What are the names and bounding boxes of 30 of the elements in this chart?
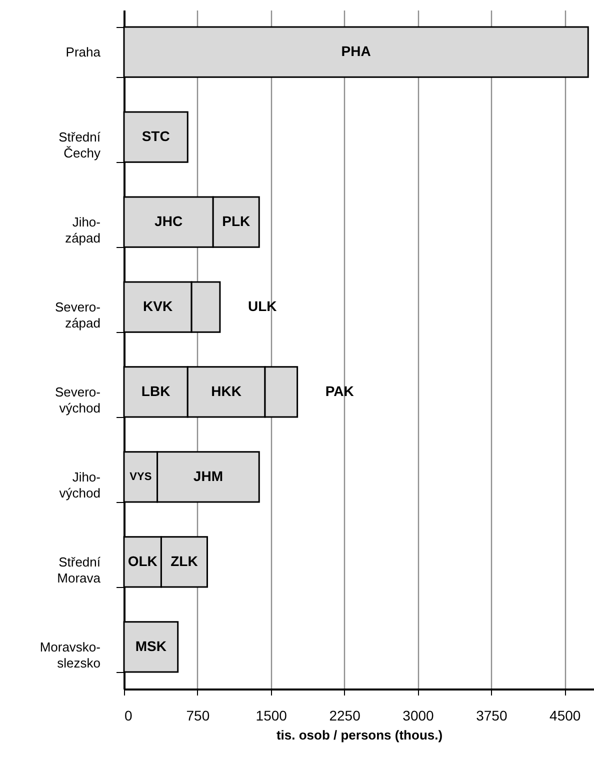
x-tick-label: 0: [124, 708, 132, 724]
series-label: ZLK: [170, 552, 198, 569]
series-label: KVK: [143, 298, 173, 314]
x-tick-label: 3750: [476, 708, 508, 724]
series-label: PLK: [222, 213, 250, 230]
series-label: VYS: [130, 470, 152, 483]
series-label: LBK: [141, 382, 170, 399]
y-tick-label: Střední Čechy: [58, 130, 101, 161]
series-label: PHA: [341, 43, 371, 60]
x-axis-title: tis. osob / persons (thous.): [276, 728, 443, 742]
series-label: JHM: [193, 468, 223, 484]
x-tick-label: 1500: [256, 708, 288, 724]
series-label: PAK: [325, 382, 354, 399]
y-tick-label: Střední Morava: [57, 554, 102, 586]
y-tick-label: Praha: [66, 44, 102, 60]
x-tick-label: 2250: [329, 708, 361, 724]
series-label: MSK: [135, 638, 166, 654]
x-tick-label: 4500: [550, 708, 581, 724]
y-tick-label: Severo-západ: [54, 300, 100, 331]
y-tick-label: Moravsko-slezsko: [40, 639, 100, 670]
x-tick-label: 750: [186, 708, 210, 724]
series-label: STC: [142, 128, 170, 144]
series-label: HKK: [211, 382, 242, 399]
y-tick-label: Severo-východ: [54, 384, 100, 416]
x-tick-label: 3000: [402, 708, 434, 724]
series-label: OLK: [128, 552, 158, 569]
series-label: JHC: [154, 213, 183, 230]
y-tick-label: Jiho-západ: [65, 214, 100, 246]
series-label: ULK: [248, 298, 277, 314]
y-tick-label: Jiho-východ: [59, 469, 100, 500]
